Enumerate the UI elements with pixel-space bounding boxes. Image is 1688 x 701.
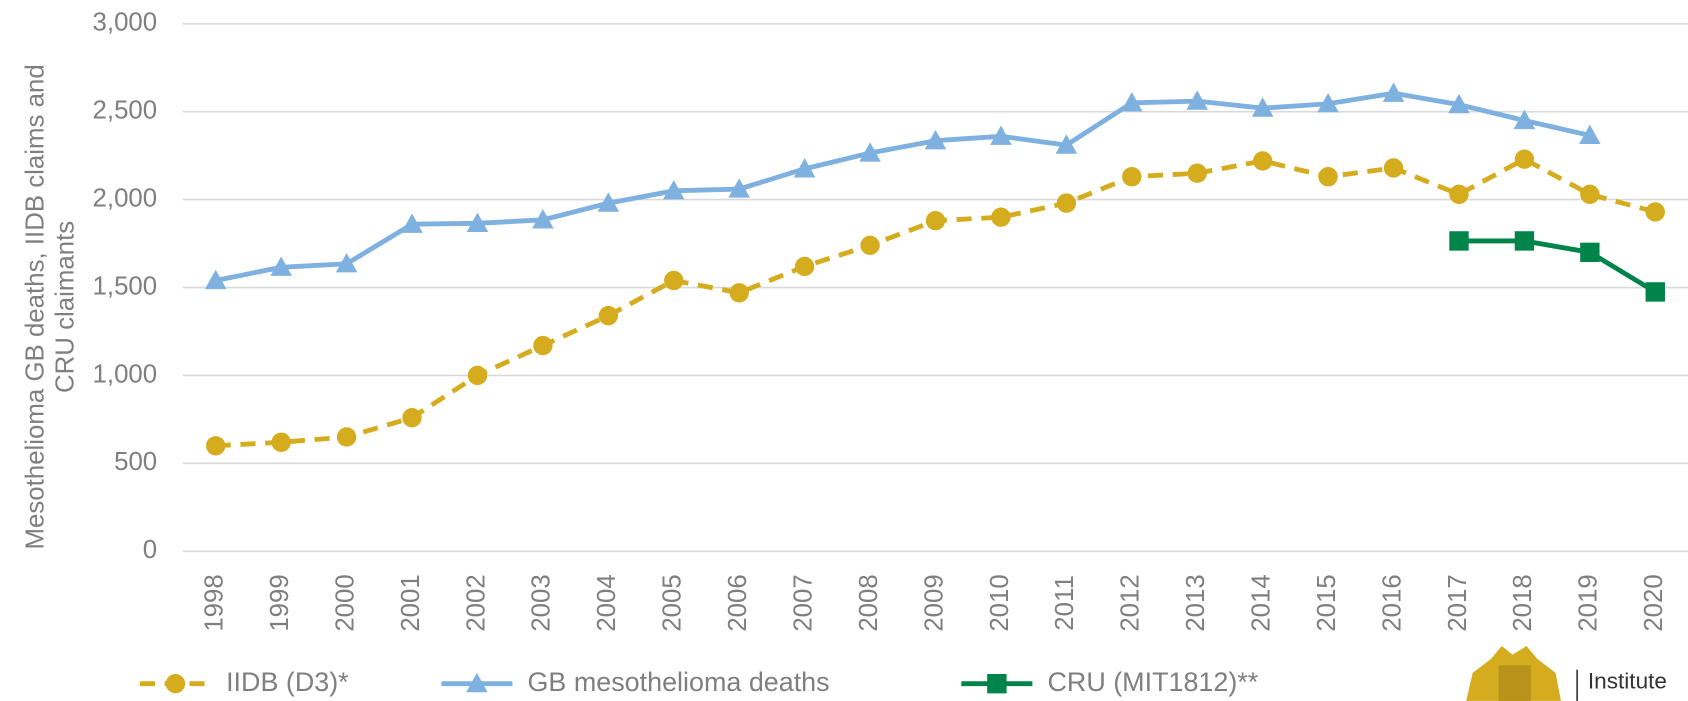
marker — [271, 432, 291, 452]
x-tick-label: 2020 — [1640, 574, 1668, 631]
marker — [728, 178, 750, 198]
marker — [860, 235, 880, 256]
marker — [270, 256, 292, 276]
marker — [1579, 124, 1601, 145]
y-tick-label: 2,500 — [93, 97, 158, 125]
marker — [1513, 109, 1536, 130]
marker — [402, 407, 422, 428]
x-tick-label: 2005 — [659, 574, 687, 631]
marker — [1383, 158, 1404, 178]
legend-item: CRU (MIT1812)** — [961, 667, 1259, 697]
logo-text: Institute — [1588, 669, 1667, 694]
legend-marker — [466, 672, 488, 693]
x-tick-label: 2014 — [1248, 574, 1276, 631]
marker — [467, 365, 488, 386]
y-tick-label: 2,000 — [93, 184, 158, 212]
marker — [206, 436, 226, 456]
series-line — [215, 156, 1656, 449]
x-tick-label: 2000 — [331, 574, 359, 631]
marker — [729, 283, 749, 303]
marker — [466, 212, 489, 232]
x-tick-label: 2011 — [1051, 575, 1079, 631]
series-line — [1458, 238, 1657, 294]
x-tick-label: 2016 — [1378, 574, 1406, 631]
marker — [859, 142, 881, 162]
x-tick-label: 2017 — [1444, 574, 1472, 631]
marker — [335, 253, 358, 273]
marker — [990, 125, 1012, 145]
marker — [1056, 193, 1077, 213]
logo — [1466, 646, 1578, 701]
marker — [1317, 93, 1339, 113]
legend-label: IIDB (D3)* — [226, 667, 349, 697]
marker — [1580, 184, 1600, 205]
marker — [991, 207, 1011, 227]
marker — [1318, 167, 1338, 187]
legend-label: GB mesothelioma deaths — [528, 667, 830, 697]
y-tick-label: 1,500 — [93, 272, 158, 300]
y-axis-label: CRU claimants — [52, 221, 80, 393]
legend-marker — [987, 673, 1007, 694]
marker — [1514, 231, 1535, 251]
marker — [532, 209, 554, 229]
x-tick-label: 2004 — [593, 574, 621, 631]
x-tick-label: 2013 — [1182, 574, 1210, 631]
marker — [401, 213, 423, 233]
x-tick-label: 2019 — [1575, 574, 1603, 631]
y-tick-label: 1,000 — [93, 360, 158, 388]
marker — [1449, 231, 1469, 251]
x-tick-label: 2018 — [1509, 574, 1537, 631]
marker — [1251, 97, 1274, 117]
marker — [1382, 82, 1405, 102]
x-tick-label: 2003 — [528, 574, 556, 631]
marker — [1645, 282, 1665, 302]
y-tick-label: 3,000 — [93, 9, 158, 37]
marker — [924, 129, 947, 150]
y-axis-label: Mesothelioma GB deaths, IIDB claims and — [21, 64, 49, 549]
legend-item: IIDB (D3)* — [139, 667, 349, 697]
legend-item: GB mesothelioma deaths — [441, 667, 830, 697]
marker — [794, 256, 815, 277]
x-tick-label: 2012 — [1117, 574, 1145, 631]
legend-marker — [165, 673, 186, 694]
x-tick-label: 2008 — [855, 574, 883, 631]
marker — [1055, 134, 1078, 154]
marker — [1187, 163, 1207, 183]
marker — [664, 270, 684, 291]
marker — [533, 335, 553, 356]
y-tick-label: 0 — [143, 536, 157, 564]
marker — [663, 180, 685, 200]
series-line — [215, 90, 1591, 283]
marker — [793, 158, 816, 178]
marker — [1121, 92, 1143, 112]
marker — [1580, 242, 1600, 263]
marker — [1448, 93, 1470, 114]
marker — [597, 192, 620, 212]
marker — [1449, 184, 1469, 205]
x-tick-label: 1999 — [266, 574, 294, 631]
x-tick-label: 2015 — [1313, 574, 1341, 631]
x-tick-label: 2001 — [397, 574, 425, 631]
marker — [336, 427, 357, 447]
x-tick-label: 2009 — [920, 574, 948, 631]
x-tick-label: 1998 — [201, 574, 229, 631]
marker — [1645, 202, 1665, 222]
x-tick-label: 2010 — [986, 574, 1014, 631]
marker — [925, 211, 946, 231]
marker — [1122, 167, 1142, 187]
marker — [1514, 149, 1535, 169]
legend-label: CRU (MIT1812)** — [1047, 667, 1258, 697]
x-tick-label: 2007 — [789, 574, 817, 631]
marker — [1186, 90, 1209, 110]
marker — [598, 305, 619, 326]
marker — [204, 269, 227, 290]
x-tick-label: 2002 — [462, 574, 490, 631]
x-tick-label: 2006 — [724, 574, 752, 631]
y-tick-label: 500 — [114, 448, 157, 476]
marker — [1252, 151, 1273, 171]
